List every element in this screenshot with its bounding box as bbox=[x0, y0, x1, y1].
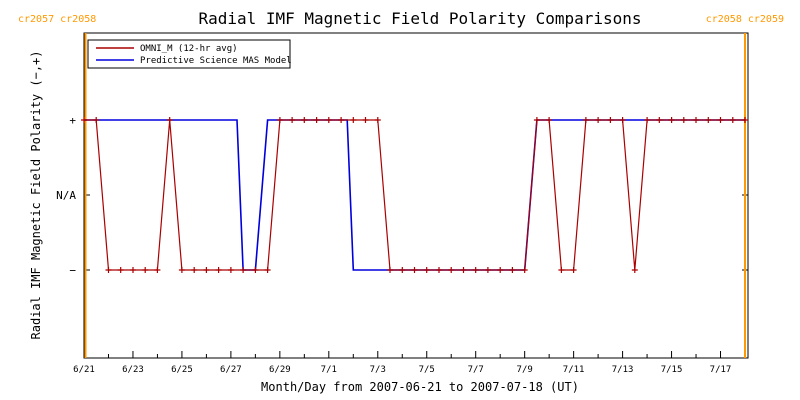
omni-point-marker bbox=[387, 267, 393, 273]
x-tick-label: 7/11 bbox=[563, 365, 585, 375]
omni-point-marker bbox=[301, 117, 308, 123]
omni-point-marker bbox=[460, 267, 467, 273]
legend: OMNI_M (12-hr avg) Predictive Science MA… bbox=[87, 39, 292, 69]
y-tick-label: − bbox=[69, 264, 76, 277]
omni-point-marker bbox=[178, 267, 185, 273]
omni-point-marker bbox=[215, 267, 222, 273]
omni-point-marker bbox=[631, 267, 638, 273]
x-axis: 6/21 6/23 6/25 6/27 6/29 7/1 7/3 7/5 7/7 7/9 7/11 7… bbox=[73, 351, 746, 375]
omni-point-marker bbox=[742, 117, 748, 123]
omni-point-marker bbox=[607, 117, 614, 123]
y-tick-label: N/A bbox=[56, 189, 76, 202]
omni-point-marker bbox=[276, 117, 283, 123]
omni-point-marker bbox=[81, 117, 87, 123]
series-layer bbox=[81, 117, 748, 273]
omni-point-marker bbox=[203, 267, 210, 273]
y-tick-label: + bbox=[69, 114, 76, 127]
omni-point-marker bbox=[362, 117, 369, 123]
omni-point-marker bbox=[729, 117, 736, 123]
omni-point-marker bbox=[619, 117, 626, 123]
legend-label-omni: OMNI_M (12-hr avg) bbox=[140, 44, 238, 54]
x-tick-label: 7/3 bbox=[370, 365, 386, 375]
omni-point-marker bbox=[325, 117, 332, 123]
x-tick-label: 6/23 bbox=[122, 365, 144, 375]
cr-label-left: cr2057 cr2058 bbox=[18, 14, 96, 25]
omni-point-marker bbox=[497, 267, 504, 273]
omni-point-marker bbox=[705, 117, 712, 123]
omni-point-marker bbox=[423, 267, 430, 273]
chart-title: Radial IMF Magnetic Field Polarity Compa… bbox=[198, 9, 641, 28]
omni-point-marker bbox=[680, 117, 687, 123]
legend-box bbox=[87, 39, 291, 69]
omni-point-marker bbox=[656, 117, 663, 123]
omni-point-marker bbox=[252, 267, 259, 273]
omni-point-marker bbox=[313, 117, 320, 123]
omni-point-marker bbox=[240, 267, 247, 273]
omni-point-marker bbox=[227, 267, 234, 273]
omni-point-marker bbox=[264, 267, 271, 273]
x-axis-label: Month/Day from 2007-06-21 to 2007-07-18 … bbox=[261, 380, 579, 394]
cr-label-right: cr2058 cr2059 bbox=[706, 14, 784, 25]
omni-point-marker bbox=[411, 267, 418, 273]
carrington-rotation-lines bbox=[84, 33, 746, 358]
omni-point-marker bbox=[105, 267, 112, 273]
x-tick-label: 7/15 bbox=[661, 365, 683, 375]
omni-point-marker bbox=[717, 117, 724, 123]
omni-point-marker bbox=[558, 267, 565, 273]
omni-point-marker bbox=[191, 267, 198, 273]
x-tick-label: 7/5 bbox=[419, 365, 435, 375]
omni-point-marker bbox=[338, 117, 345, 123]
omni-point-marker bbox=[595, 117, 602, 123]
x-tick-label: 6/27 bbox=[220, 365, 242, 375]
x-tick-label: 6/25 bbox=[171, 365, 193, 375]
x-tick-label: 7/1 bbox=[321, 365, 337, 375]
x-tick-label: 6/21 bbox=[73, 365, 95, 375]
x-tick-label: 6/29 bbox=[269, 365, 291, 375]
omni-point-marker bbox=[509, 267, 516, 273]
omni-point-marker bbox=[142, 267, 149, 273]
omni-point-marker bbox=[693, 117, 699, 123]
omni-point-marker bbox=[521, 267, 528, 273]
y-axis-label: Radial IMF Magnetic Field Polarity (−,+) bbox=[29, 51, 43, 340]
x-tick-label: 7/9 bbox=[517, 365, 533, 375]
omni-point-marker bbox=[448, 267, 455, 273]
omni-point-marker bbox=[374, 117, 381, 123]
omni-point-marker bbox=[399, 267, 406, 273]
omni-point-marker bbox=[644, 117, 651, 123]
omni-point-marker bbox=[546, 117, 553, 123]
omni-point-marker bbox=[582, 117, 589, 123]
y-axis: + N/A − bbox=[56, 114, 748, 277]
x-tick-label: 7/7 bbox=[468, 365, 484, 375]
omni-point-marker bbox=[130, 267, 136, 273]
omni-point-marker bbox=[570, 267, 577, 273]
omni-point-marker bbox=[350, 117, 357, 123]
omni-point-marker bbox=[154, 267, 161, 273]
legend-label-mas: Predictive Science MAS Model bbox=[140, 56, 292, 66]
omni-point-marker bbox=[533, 117, 540, 123]
omni-point-marker bbox=[668, 117, 675, 123]
omni-line bbox=[84, 119, 745, 271]
omni-point-marker bbox=[93, 117, 100, 123]
omni-point-marker bbox=[484, 267, 491, 273]
x-tick-label: 7/17 bbox=[710, 365, 732, 375]
omni-point-marker bbox=[117, 267, 124, 273]
x-tick-label: 7/13 bbox=[612, 365, 634, 375]
omni-point-marker bbox=[436, 267, 442, 273]
omni-point-marker bbox=[166, 117, 173, 123]
omni-point-marker bbox=[472, 267, 479, 273]
omni-point-marker bbox=[289, 117, 296, 123]
plot-frame bbox=[83, 32, 749, 359]
